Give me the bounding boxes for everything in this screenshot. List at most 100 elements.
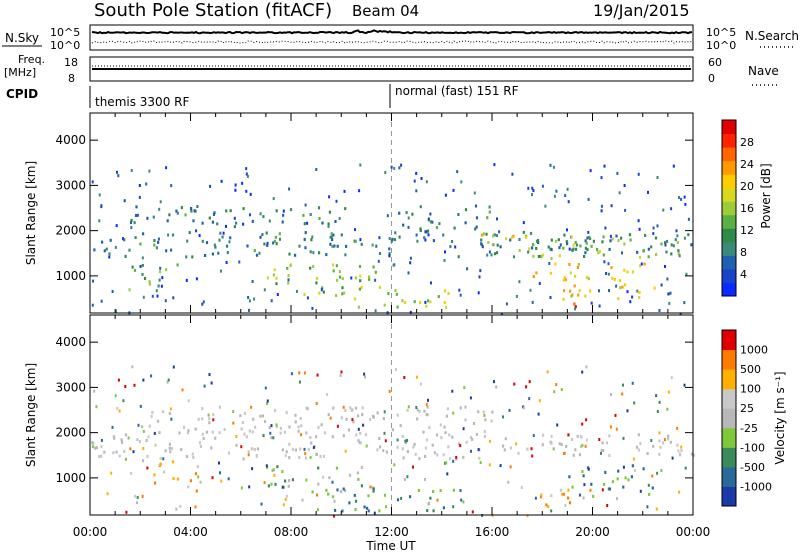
noise-pixel — [490, 253, 493, 257]
noise-pixel — [207, 413, 210, 417]
noise-pixel — [232, 410, 235, 413]
data-pixel — [425, 438, 429, 442]
data-pixel — [91, 441, 94, 445]
data-pixel — [266, 465, 269, 469]
data-pixel — [576, 434, 579, 438]
noise-pixel — [600, 451, 602, 455]
data-pixel — [366, 506, 369, 510]
data-pixel — [331, 238, 334, 242]
noise-pixel — [106, 492, 109, 496]
data-pixel — [225, 244, 229, 248]
noise-pixel — [549, 296, 552, 299]
data-pixel — [439, 423, 442, 427]
data-pixel — [590, 482, 593, 486]
noise-pixel — [351, 418, 354, 422]
data-pixel — [391, 237, 394, 241]
noise-pixel — [398, 166, 401, 170]
data-pixel — [130, 218, 133, 222]
data-pixel — [197, 417, 200, 421]
data-pixel — [680, 449, 683, 452]
data-pixel — [419, 229, 422, 232]
data-pixel — [193, 209, 196, 213]
data-pixel — [361, 413, 364, 416]
data-pixel — [571, 485, 574, 489]
data-pixel — [325, 488, 328, 492]
data-pixel — [253, 447, 256, 451]
colorbar-segment — [722, 369, 736, 390]
noise-pixel — [679, 312, 682, 316]
noise-pixel — [137, 423, 140, 427]
data-pixel — [658, 452, 661, 456]
data-pixel — [142, 232, 145, 236]
data-pixel — [92, 441, 95, 445]
data-pixel — [509, 446, 512, 450]
noise-pixel — [110, 471, 113, 475]
noise-pixel — [96, 446, 98, 450]
noise-pixel — [553, 390, 556, 394]
noise-pixel — [131, 365, 134, 369]
noise-pixel — [130, 169, 133, 172]
data-pixel — [265, 231, 268, 235]
data-pixel — [427, 299, 430, 303]
noise-pixel — [233, 216, 236, 220]
data-pixel — [243, 432, 246, 436]
noise-pixel — [427, 217, 430, 221]
noise-pixel — [303, 371, 306, 375]
x-tick-label: 00:00 — [73, 525, 108, 539]
data-pixel — [141, 425, 144, 429]
x-tick-label: 16:00 — [475, 525, 510, 539]
data-pixel — [198, 441, 202, 445]
data-pixel — [294, 253, 297, 257]
noise-pixel — [424, 446, 427, 450]
data-pixel — [391, 428, 394, 432]
noise-pixel — [498, 230, 501, 234]
noise-pixel — [466, 267, 469, 271]
data-pixel — [201, 432, 204, 436]
noise-pixel — [114, 394, 117, 398]
time-axis-labels: 00:00 04:00 08:00 12:00 16:00 20:00 00:00 — [73, 525, 711, 539]
data-pixel — [626, 270, 629, 274]
noise-pixel — [383, 410, 386, 414]
noise-pixel — [460, 498, 463, 502]
data-pixel — [510, 236, 513, 240]
data-pixel — [213, 211, 216, 215]
data-pixel — [148, 424, 151, 428]
noise-pixel — [537, 412, 540, 416]
noise-pixel — [544, 204, 547, 208]
data-pixel — [355, 433, 358, 437]
noise-pixel — [329, 242, 332, 246]
noise-pixel — [290, 372, 293, 376]
data-pixel — [315, 281, 318, 285]
data-pixel — [394, 289, 397, 292]
noise-pixel — [393, 166, 396, 170]
data-pixel — [348, 501, 351, 505]
data-pixel — [442, 453, 445, 457]
noise-pixel — [363, 372, 366, 376]
data-pixel — [448, 433, 451, 437]
data-pixel — [486, 216, 489, 220]
data-pixel — [541, 253, 545, 257]
data-pixel — [289, 264, 292, 268]
data-pixel — [135, 205, 138, 209]
noise-pixel — [678, 196, 680, 199]
velocity-colorbar-label: Velocity [m s⁻¹] — [773, 371, 787, 464]
data-pixel — [199, 445, 202, 448]
data-pixel — [529, 231, 533, 235]
noise-pixel — [520, 486, 523, 490]
data-pixel — [485, 232, 488, 236]
data-pixel — [159, 462, 162, 466]
data-pixel — [607, 487, 610, 491]
noise-pixel — [413, 179, 416, 183]
data-pixel — [359, 274, 362, 278]
data-pixel — [336, 278, 339, 282]
data-pixel — [484, 418, 487, 422]
data-pixel — [596, 248, 599, 251]
data-pixel — [654, 236, 658, 240]
data-pixel — [281, 220, 284, 224]
noise-pixel — [623, 184, 626, 187]
noise-pixel — [667, 390, 670, 394]
data-pixel — [333, 244, 336, 248]
data-pixel — [357, 439, 360, 443]
figure-title: South Pole Station (fitACF) — [94, 0, 332, 21]
noise-pixel — [172, 296, 175, 300]
